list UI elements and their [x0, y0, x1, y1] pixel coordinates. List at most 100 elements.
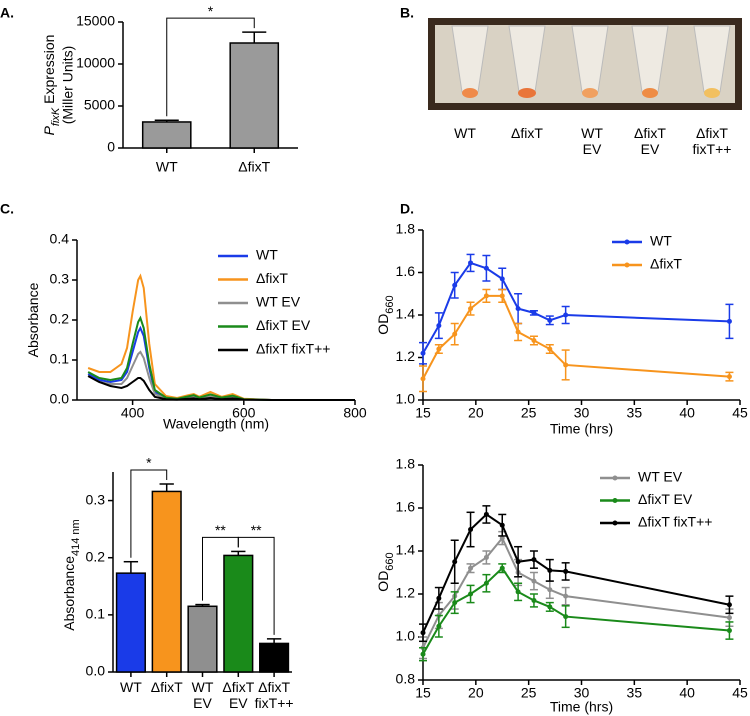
y-tick-label: 0.1 [50, 351, 70, 367]
point [436, 346, 442, 352]
point [726, 602, 732, 608]
point [531, 310, 537, 316]
tube-label-line: EV [583, 141, 602, 157]
legend-marker [612, 498, 618, 503]
series-line [87, 375, 355, 401]
y-tick-label: 5000 [84, 97, 115, 113]
point [499, 565, 505, 571]
bar [151, 490, 182, 673]
x-tick-label-line: WT [192, 679, 214, 695]
y-label-main: Absorbance [61, 556, 77, 631]
y-tick-label: 0.3 [50, 271, 70, 287]
point [499, 276, 505, 282]
legend-label: ΔfixT EV [638, 491, 693, 507]
x-tick-label-line: EV [229, 695, 248, 711]
point [468, 306, 474, 312]
point [499, 535, 505, 541]
legend-label: ΔfixT [256, 270, 288, 286]
point [547, 587, 553, 593]
y-label-main: OD [375, 314, 391, 335]
tube-label-line: ΔfixT [634, 125, 666, 141]
point [452, 600, 458, 606]
y-tick-label: 1.0 [396, 628, 416, 644]
y-label-suffix: Expression [41, 35, 57, 108]
x-tick-label-line: ΔfixT [258, 679, 290, 695]
x-tick-label: 15 [415, 405, 431, 421]
x-tick-label: 25 [521, 685, 537, 701]
point [420, 376, 426, 382]
tube-label-line: WT [454, 125, 476, 141]
x-tick-label: ΔfixT [151, 679, 183, 695]
y-tick-label: 10000 [76, 55, 115, 71]
point [483, 293, 489, 299]
tube-label: ΔfixT fixT++ [693, 125, 732, 157]
point [563, 593, 569, 599]
x-tick-label: 40 [679, 685, 695, 701]
point [420, 651, 426, 657]
x-tick-label: 25 [521, 405, 537, 421]
x-tick-label: 40 [679, 405, 695, 421]
tube-label-line: ΔfixT [511, 125, 543, 141]
y-tick-label: 0.0 [50, 391, 70, 407]
panel-label: B. [400, 5, 414, 21]
legend-marker [612, 475, 618, 481]
pellet [642, 88, 658, 98]
point [483, 511, 489, 517]
y-axis-label: OD660 [375, 552, 396, 591]
bar [259, 642, 290, 673]
series-line [87, 315, 355, 401]
y-tick-label: 0.1 [86, 606, 106, 622]
point [726, 318, 732, 324]
point [531, 597, 537, 603]
photo [428, 18, 742, 110]
bar [115, 572, 146, 673]
point [468, 565, 474, 571]
point [452, 282, 458, 288]
point [563, 362, 569, 368]
y-tick-label: 1.8 [396, 221, 416, 237]
legend-label: WT [650, 233, 672, 249]
y-label-main: OD [375, 571, 391, 592]
y-tick-label: 1.4 [396, 542, 416, 558]
point [531, 557, 537, 563]
y-tick-label: 0.8 [396, 671, 416, 687]
point [468, 591, 474, 597]
pellet [518, 88, 536, 98]
legend-label: WT EV [256, 294, 301, 310]
x-tick-label: 35 [627, 685, 643, 701]
x-tick-label: 800 [343, 405, 367, 421]
panel-label: A. [0, 5, 14, 21]
y-label-main: Absorbance [25, 282, 41, 357]
panel-label: C. [0, 201, 14, 217]
x-tick-label-line: EV [193, 695, 212, 711]
y-tick-label: 0.3 [86, 491, 106, 507]
y-axis-label: Absorbance [25, 282, 41, 357]
x-tick-label: WT EV [192, 679, 214, 711]
y-tick-label: 15000 [76, 13, 115, 29]
y-axis-label: OD660 [375, 295, 396, 334]
point [436, 323, 442, 329]
y-tick-label: 1.4 [396, 306, 416, 322]
legend-label: ΔfixT [650, 256, 682, 272]
bar [187, 605, 218, 673]
legend-marker [624, 239, 630, 245]
point [531, 338, 537, 343]
legend-label: ΔfixT fixT++ [638, 514, 712, 530]
point [726, 615, 732, 621]
significance-label: * [146, 455, 152, 471]
significance-label: ** [215, 522, 226, 538]
legend-marker [624, 262, 630, 268]
y-label-sub: 414 nm [70, 519, 82, 556]
x-tick-label: WT [120, 679, 142, 695]
series-line [422, 513, 730, 634]
point [726, 628, 732, 634]
y-label-main: P [41, 125, 57, 135]
point [563, 312, 569, 318]
pellet [582, 88, 598, 98]
x-tick-label: 45 [732, 685, 748, 701]
tube-label-line: WT [581, 125, 603, 141]
point [468, 527, 474, 532]
x-tick-label: 30 [574, 405, 590, 421]
point [547, 346, 553, 352]
pellet [462, 88, 478, 98]
